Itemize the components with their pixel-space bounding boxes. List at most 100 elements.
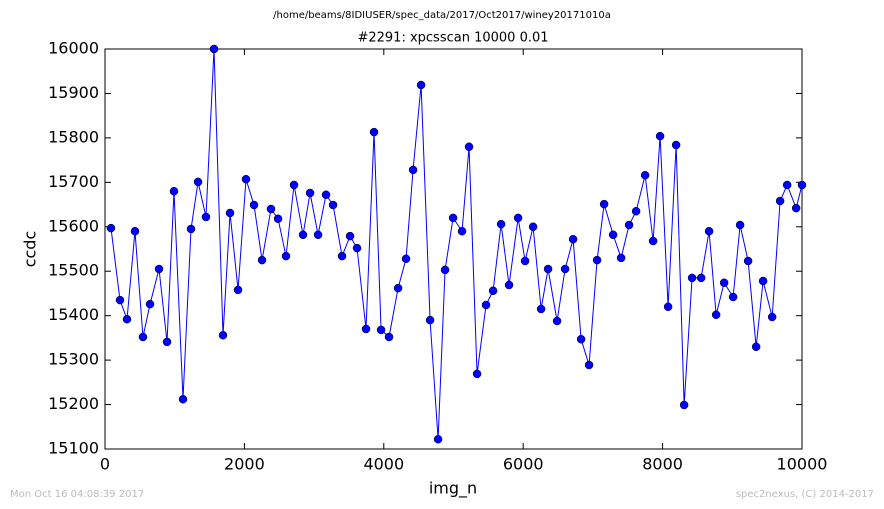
data-point (122, 314, 132, 324)
y-axis-label: ccdc (21, 231, 40, 268)
y-tick-label: 15100 (48, 439, 99, 458)
x-tick-label: 8000 (642, 455, 683, 474)
data-point (209, 44, 219, 54)
data-point (671, 140, 681, 150)
data-point (345, 231, 355, 241)
data-point (608, 230, 618, 240)
x-tick-label: 10000 (777, 455, 828, 474)
data-point (218, 330, 228, 340)
y-tick-label: 15600 (48, 216, 99, 235)
chart-title: #2291: xpcsscan 10000 0.01 (357, 31, 548, 46)
y-tick-label: 15500 (48, 261, 99, 280)
data-point (369, 127, 379, 137)
data-point (791, 203, 801, 213)
data-point (552, 316, 562, 326)
data-point (767, 312, 777, 322)
data-point (481, 300, 491, 310)
data-point (249, 200, 259, 210)
data-point (162, 337, 172, 347)
data-point (616, 253, 626, 263)
data-point (758, 276, 768, 286)
data-point (457, 226, 467, 236)
data-point (711, 310, 721, 320)
data-point (592, 255, 602, 265)
x-axis-label: img_n (429, 479, 477, 499)
data-point (138, 332, 148, 342)
data-point (169, 186, 179, 196)
data-point (233, 285, 243, 295)
data-point (361, 324, 371, 334)
data-point (106, 223, 116, 233)
plot-frame (104, 48, 803, 450)
data-point (560, 264, 570, 274)
data-point (305, 188, 315, 198)
data-point (225, 208, 235, 218)
y-tick-label: 15300 (48, 350, 99, 369)
x-tick-label: 6000 (503, 455, 544, 474)
data-point (416, 80, 426, 90)
data-point (751, 342, 761, 352)
data-point (273, 214, 283, 224)
data-point (464, 142, 474, 152)
data-point (696, 273, 706, 283)
data-point (624, 220, 634, 230)
data-point (289, 180, 299, 190)
data-line (110, 48, 803, 440)
data-point (528, 222, 538, 232)
data-point (440, 265, 450, 275)
y-tick-label: 15400 (48, 305, 99, 324)
data-point (704, 226, 714, 236)
data-point (433, 434, 443, 444)
data-point (266, 204, 276, 214)
data-point (728, 292, 738, 302)
data-point (448, 213, 458, 223)
data-point (298, 230, 308, 240)
data-point (193, 177, 203, 187)
data-point (154, 264, 164, 274)
data-point (536, 304, 546, 314)
data-point (178, 394, 188, 404)
data-point (648, 236, 658, 246)
data-point (186, 224, 196, 234)
data-point (281, 251, 291, 261)
data-point (513, 213, 523, 223)
data-point (115, 295, 125, 305)
data-point (719, 278, 729, 288)
data-point (687, 273, 697, 283)
data-point (631, 206, 641, 216)
x-tick-label: 4000 (363, 455, 404, 474)
data-point (568, 234, 578, 244)
y-tick-label: 15700 (48, 172, 99, 191)
data-point (640, 170, 650, 180)
data-point (321, 190, 331, 200)
data-point (257, 255, 267, 265)
x-tick-label: 0 (100, 455, 110, 474)
y-tick-label: 16000 (48, 39, 99, 58)
x-tick-label: 2000 (224, 455, 265, 474)
footer-right: spec2nexus, (C) 2014-2017 (736, 489, 874, 500)
data-point (337, 251, 347, 261)
data-point (775, 196, 785, 206)
y-tick-label: 15200 (48, 394, 99, 413)
data-point (328, 200, 338, 210)
data-point (393, 283, 403, 293)
data-point (496, 219, 506, 229)
data-point (599, 199, 609, 209)
data-point (743, 256, 753, 266)
data-point (488, 286, 498, 296)
data-point (520, 256, 530, 266)
data-point (655, 131, 665, 141)
data-point (145, 299, 155, 309)
data-point (504, 280, 514, 290)
data-point (576, 334, 586, 344)
data-point (663, 302, 673, 312)
data-point (679, 400, 689, 410)
data-point (401, 254, 411, 264)
y-tick-label: 15900 (48, 83, 99, 102)
data-point (408, 165, 418, 175)
data-point (425, 315, 435, 325)
data-point (584, 360, 594, 370)
data-point (543, 264, 553, 274)
